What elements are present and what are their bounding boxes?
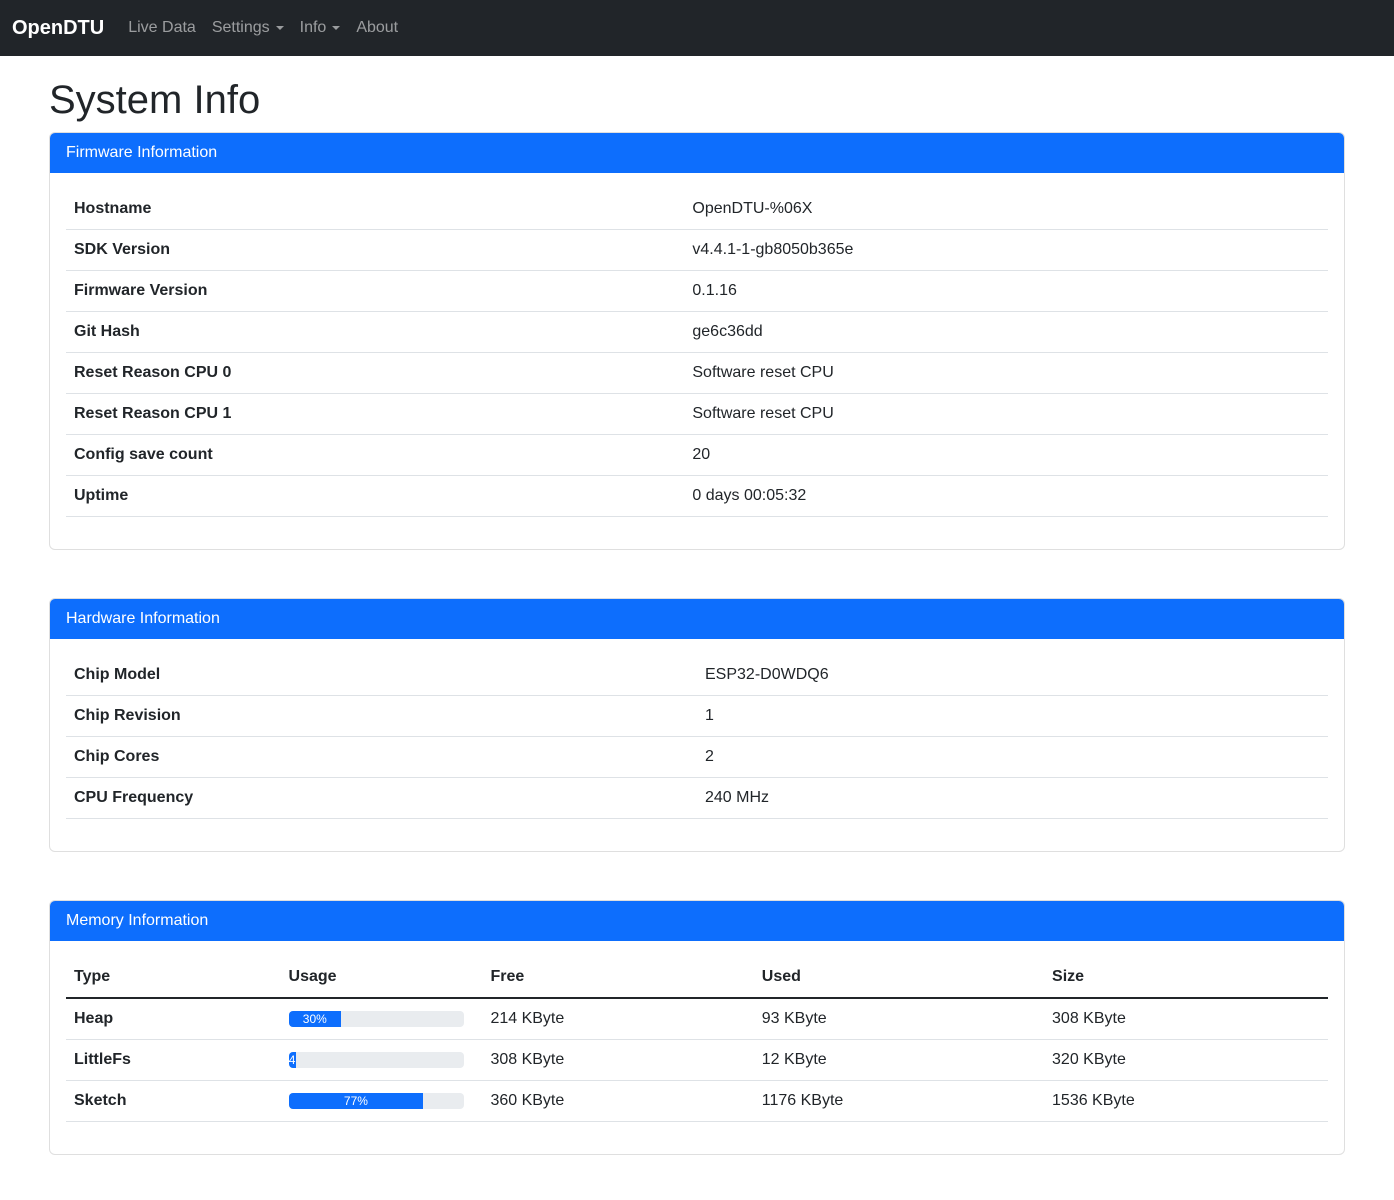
memory-card: Memory Information Type Usage Free Used … <box>49 900 1345 1155</box>
row-label: CPU Frequency <box>66 777 697 819</box>
hardware-card-header: Hardware Information <box>50 599 1344 639</box>
progress-track: 30% <box>288 1011 464 1027</box>
row-value: 1 <box>697 695 1328 737</box>
table-row: Chip Cores 2 <box>66 736 1328 778</box>
table-row: Git Hash ge6c36dd <box>66 311 1328 353</box>
row-value: 240 MHz <box>697 777 1328 819</box>
row-value: v4.4.1-1-gb8050b365e <box>684 229 1328 271</box>
page-title: System Info <box>49 78 261 122</box>
table-row: Config save count 20 <box>66 434 1328 476</box>
table-row: SDK Version v4.4.1-1-gb8050b365e <box>66 229 1328 271</box>
table-row: Sketch 77% 360 KByte 1176 KByte 1536 KBy… <box>66 1080 1328 1122</box>
table-row: Chip Revision 1 <box>66 695 1328 737</box>
littlefs-progress-bar: 4 <box>288 1052 296 1068</box>
row-value: Software reset CPU <box>684 393 1328 435</box>
nav-item-info-label: Info <box>299 19 327 36</box>
table-row: Chip Model ESP32-D0WDQ6 <box>66 655 1328 696</box>
row-label: Uptime <box>66 475 685 517</box>
row-label: Config save count <box>66 434 685 476</box>
table-row: Reset Reason CPU 0 Software reset CPU <box>66 352 1328 394</box>
nav-item-settings[interactable]: Settings <box>204 8 292 48</box>
hardware-card: Hardware Information Chip Model ESP32-D0W… <box>49 598 1345 852</box>
firmware-table: Hostname OpenDTU-%06X SDK Version v4.4.1-1… <box>66 189 1328 517</box>
used-cell: 1176 KByte <box>753 1080 1045 1122</box>
main-content: System Info Firmware Information Hostnam… <box>37 56 1357 1155</box>
row-label: Chip Cores <box>66 736 697 778</box>
row-value: Software reset CPU <box>684 352 1328 394</box>
memory-card-header: Memory Information <box>50 901 1344 941</box>
column-header-usage: Usage <box>280 957 483 999</box>
hardware-card-body: Chip Model ESP32-D0WDQ6 Chip Revision 1 Ch… <box>50 639 1344 851</box>
row-value: ge6c36dd <box>684 311 1328 353</box>
used-cell: 93 KByte <box>753 998 1045 1040</box>
navbar-nav: Live Data Settings Info About <box>120 8 406 48</box>
memory-card-body: Type Usage Free Used Size Heap 30% <box>50 941 1344 1154</box>
row-label: SDK Version <box>66 229 685 271</box>
row-label: Reset Reason CPU 0 <box>66 352 685 394</box>
chevron-down-icon <box>275 26 284 30</box>
nav-item-settings-label: Settings <box>211 19 270 36</box>
row-label: Firmware Version <box>66 270 685 312</box>
firmware-card-body: Hostname OpenDTU-%06X SDK Version v4.4.1-1… <box>50 173 1344 549</box>
progress-track: 4 <box>288 1052 464 1068</box>
free-cell: 360 KByte <box>482 1080 754 1122</box>
table-row: Hostname OpenDTU-%06X <box>66 189 1328 230</box>
navbar: OpenDTU Live Data Settings Info About <box>0 0 1394 56</box>
row-value: 0.1.16 <box>684 270 1328 312</box>
size-cell: 308 KByte <box>1044 998 1328 1040</box>
row-label: Heap <box>66 998 281 1040</box>
row-label: Git Hash <box>66 311 685 353</box>
brand[interactable]: OpenDTU <box>12 17 105 39</box>
memory-table: Type Usage Free Used Size Heap 30% <box>66 957 1328 1122</box>
row-value: 0 days 00:05:32 <box>684 475 1328 517</box>
chevron-down-icon <box>332 26 341 30</box>
hardware-table: Chip Model ESP32-D0WDQ6 Chip Revision 1 Ch… <box>66 655 1328 819</box>
usage-cell: 30% <box>280 998 483 1040</box>
table-header-row: Type Usage Free Used Size <box>66 957 1328 999</box>
free-cell: 308 KByte <box>482 1039 754 1081</box>
firmware-card-header: Firmware Information <box>50 133 1344 173</box>
size-cell: 320 KByte <box>1044 1039 1328 1081</box>
row-value: ESP32-D0WDQ6 <box>697 655 1328 696</box>
row-value: 20 <box>684 434 1328 476</box>
column-header-used: Used <box>753 957 1045 999</box>
row-label: Sketch <box>66 1080 281 1122</box>
firmware-card: Firmware Information Hostname OpenDTU-%06… <box>49 132 1345 550</box>
row-label: Chip Revision <box>66 695 697 737</box>
row-value: OpenDTU-%06X <box>684 189 1328 230</box>
row-label: LittleFs <box>66 1039 281 1081</box>
used-cell: 12 KByte <box>753 1039 1045 1081</box>
column-header-size: Size <box>1044 957 1328 999</box>
size-cell: 1536 KByte <box>1044 1080 1328 1122</box>
column-header-free: Free <box>482 957 754 999</box>
row-label: Chip Model <box>66 655 697 696</box>
table-row: Reset Reason CPU 1 Software reset CPU <box>66 393 1328 435</box>
nav-item-info[interactable]: Info <box>292 8 349 48</box>
table-row: Firmware Version 0.1.16 <box>66 270 1328 312</box>
table-row: Heap 30% 214 KByte 93 KByte 308 KByte <box>66 998 1328 1040</box>
table-row: CPU Frequency 240 MHz <box>66 777 1328 819</box>
heap-progress-bar: 30% <box>288 1011 342 1027</box>
usage-cell: 77% <box>280 1080 483 1122</box>
free-cell: 214 KByte <box>482 998 754 1040</box>
table-row: LittleFs 4 308 KByte 12 KByte 320 KByte <box>66 1039 1328 1081</box>
sketch-progress-bar: 77% <box>288 1093 424 1109</box>
nav-item-live-data[interactable]: Live Data <box>128 19 196 36</box>
row-label: Hostname <box>66 189 685 230</box>
progress-track: 77% <box>288 1093 464 1109</box>
row-value: 2 <box>697 736 1328 778</box>
row-label: Reset Reason CPU 1 <box>66 393 685 435</box>
column-header-type: Type <box>66 957 281 999</box>
usage-cell: 4 <box>280 1039 483 1081</box>
table-row: Uptime 0 days 00:05:32 <box>66 475 1328 517</box>
nav-item-about[interactable]: About <box>356 19 399 36</box>
